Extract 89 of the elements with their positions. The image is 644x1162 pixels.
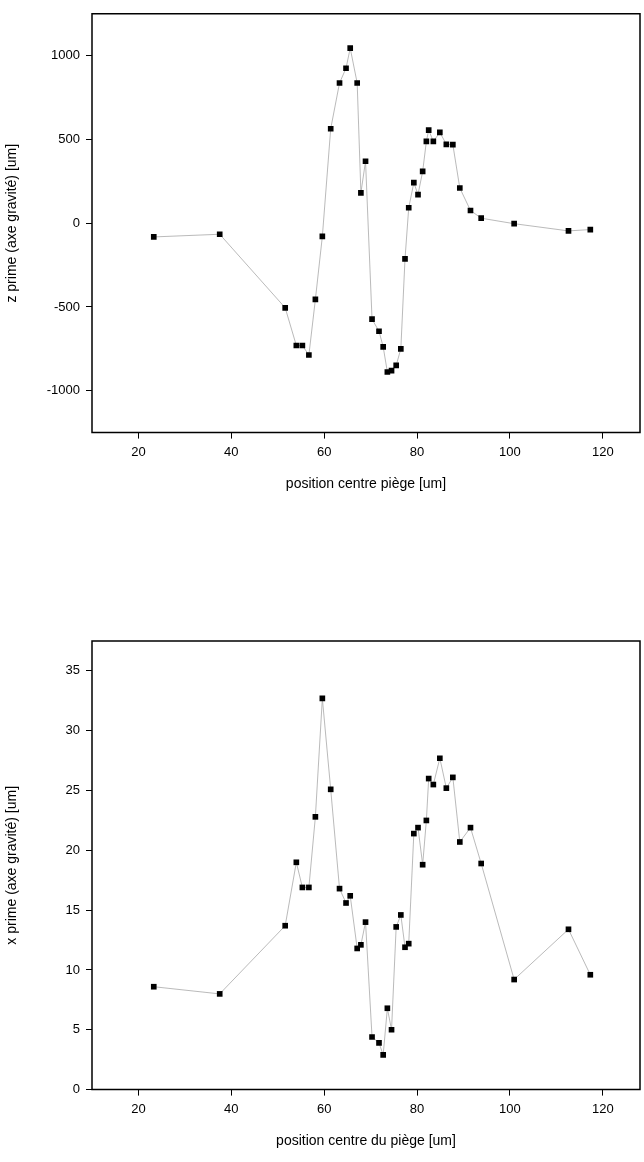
x-tick-label: 80 [409,443,425,459]
point [450,774,456,781]
point [347,45,354,51]
x-tick-label: 20 [131,443,146,459]
point [376,328,382,335]
y-tick-label: 30 [65,722,80,738]
point [437,129,443,136]
point [327,786,334,793]
point [358,190,364,196]
point [380,344,387,350]
point [216,991,223,997]
point [398,346,404,352]
point [282,922,289,929]
point [347,892,354,899]
x-tick-label: 40 [224,1100,239,1116]
y-tick-label: 10 [65,961,80,977]
point [369,1034,375,1040]
point [425,127,432,133]
point [411,179,417,186]
point [450,141,456,148]
x-tick-label: 60 [316,1100,332,1116]
point [419,861,426,868]
point [478,860,484,867]
point [293,859,300,866]
point [415,191,421,198]
point [393,362,400,369]
point [358,942,364,948]
y-tick-label: 25 [65,782,80,798]
y-tick-label: -500 [53,298,80,314]
x-axis-title: position centre piège [um] [285,475,447,492]
x-tick-label: 100 [499,1100,521,1116]
point [415,824,421,831]
point [393,924,400,930]
point [443,785,450,791]
x-tick-label: 120 [592,1100,614,1116]
point [380,1052,387,1058]
y-tick-label: 0 [72,214,80,230]
point [343,65,349,72]
x-tick-label: 80 [409,1100,425,1116]
point [443,141,450,148]
point [425,775,432,782]
point [405,204,412,211]
point [216,231,223,238]
point [376,1040,382,1046]
point [456,185,463,191]
point [565,926,572,933]
y-tick-label: -1000 [46,382,80,398]
point [405,940,412,947]
x-tick-label: 100 [499,443,521,459]
point [150,983,157,990]
point [150,234,157,240]
y-tick-label: 5 [72,1021,80,1037]
point [312,814,319,820]
y-tick-label: 20 [65,841,80,857]
point [587,226,594,233]
point [336,80,343,86]
point [369,316,375,323]
point [306,352,312,358]
x-tick-label: 60 [316,443,332,459]
point [388,1026,395,1033]
point [437,755,443,762]
point [362,919,369,925]
point [456,839,463,845]
point [587,971,594,978]
point [282,304,289,311]
point [384,1005,391,1012]
y-tick-label: 0 [72,1081,80,1097]
x-tick-label: 20 [131,1100,146,1116]
y-tick-label: 1000 [51,47,80,63]
y-tick-label: 15 [65,901,80,917]
y-axis-title: x prime (axe gravité) [um] [3,785,20,945]
point [511,220,517,227]
point [402,256,408,262]
y-tick-label: 35 [65,662,80,678]
point [327,125,334,132]
point [478,215,484,221]
point [354,80,361,86]
point [398,912,404,918]
point [306,884,312,891]
point [565,228,572,234]
x-tick-label: 40 [224,443,239,459]
y-axis-title: z prime (axe gravité) [um] [3,143,20,303]
point [362,158,369,165]
point [411,830,417,837]
point [343,900,349,906]
point [511,976,517,983]
y-tick-label: 500 [58,131,80,147]
x-axis-title: position centre du piège [um] [276,1132,456,1149]
x-tick-label: 120 [592,443,614,459]
